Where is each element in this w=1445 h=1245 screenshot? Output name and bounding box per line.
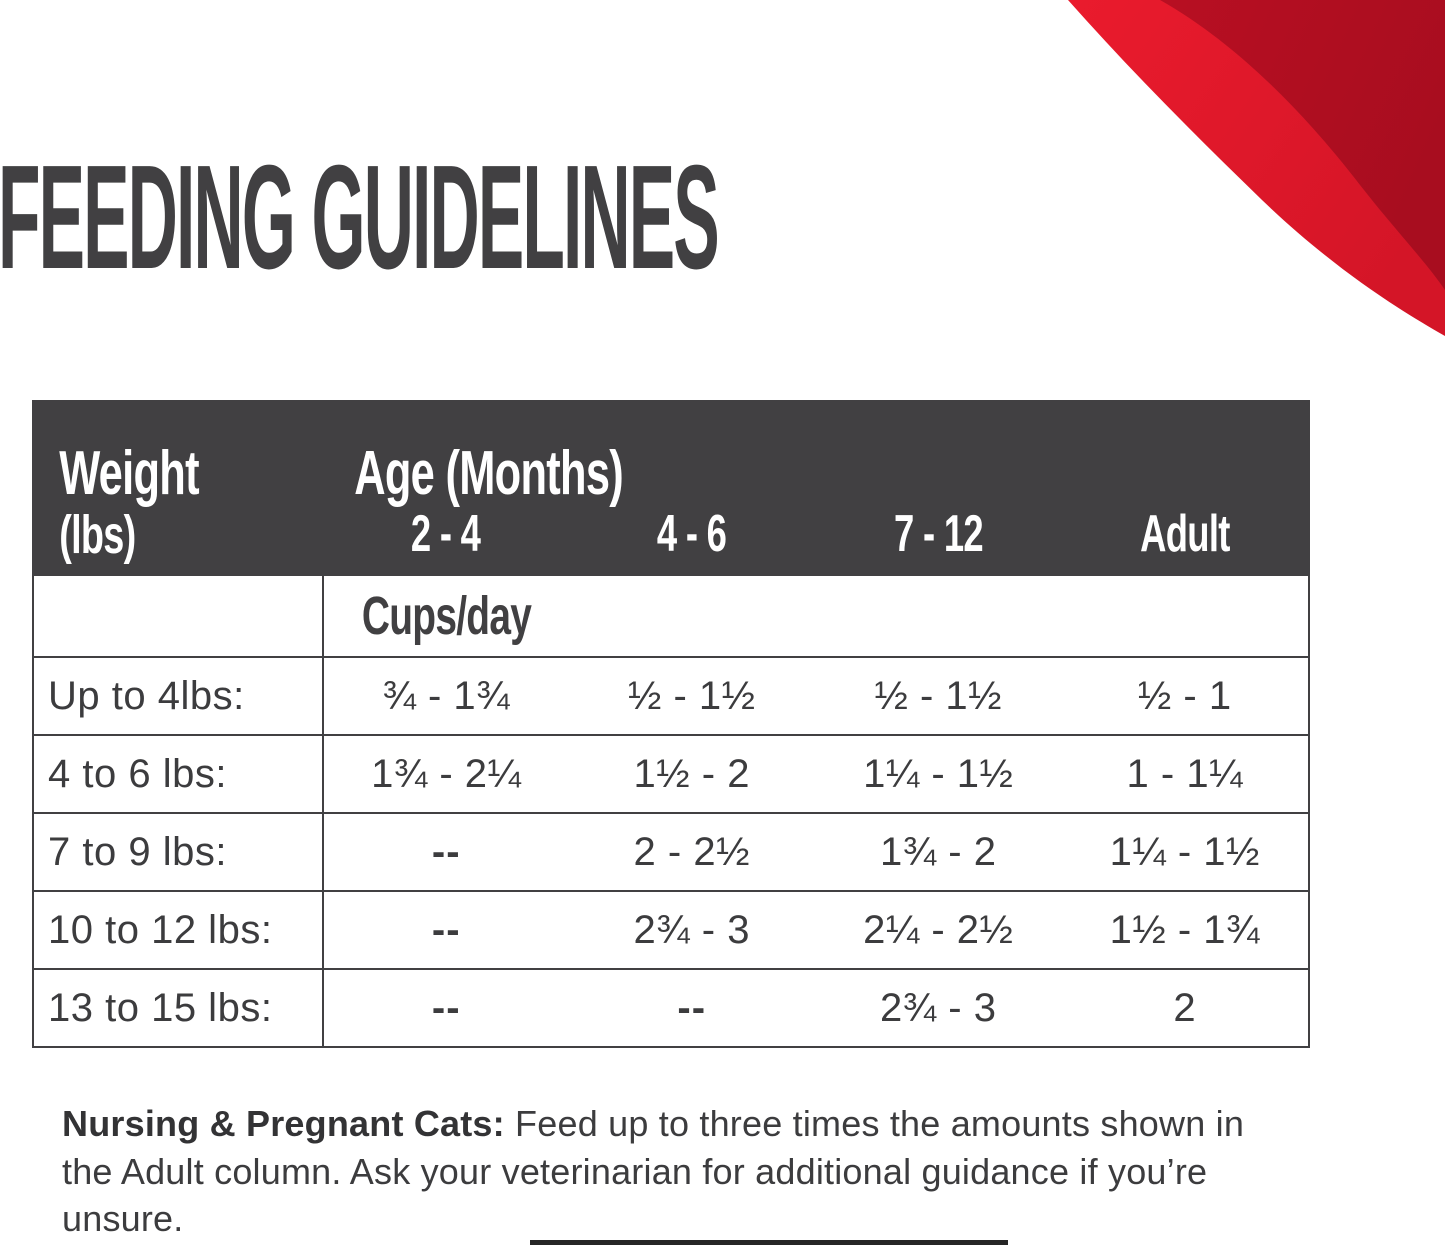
cell-value: -- — [322, 814, 569, 890]
cell-value: 2 - 2½ — [633, 829, 750, 874]
cell-value: 1¾ - 2 — [880, 829, 997, 874]
header-weight-units: (lbs) — [59, 505, 136, 565]
table-row: Up to 4lbs: ¾ - 1¾ ½ - 1½ ½ - 1½ ½ - 1 — [34, 656, 1308, 734]
row-weight-label: 4 to 6 lbs: — [48, 751, 227, 796]
swoosh-dark-layer — [1160, 0, 1445, 290]
units-label: Cups/day — [361, 586, 532, 646]
table-row: 13 to 15 lbs: -- -- 2¾ - 3 2 — [34, 968, 1308, 1046]
cell-value: ½ - 1 — [1137, 673, 1232, 718]
footnote: Nursing & Pregnant Cats: Feed up to thre… — [62, 1100, 1262, 1243]
footnote-body: Feed up to three times the amounts shown… — [62, 1103, 1245, 1240]
swoosh-bright-layer — [1068, 0, 1445, 336]
units-cell: Cups/day — [322, 576, 569, 656]
header-age-adult: Adult — [1140, 505, 1230, 563]
cell-value: 1 - 1¼ — [1126, 751, 1243, 796]
cell-value: 1¾ - 2¼ — [322, 736, 569, 812]
units-row-spacer — [569, 576, 1309, 656]
row-weight-label: Up to 4lbs: — [48, 673, 245, 718]
header-age-4-6: 4 - 6 — [657, 505, 727, 563]
row-weight-label: 7 to 9 lbs: — [48, 829, 227, 874]
feeding-table: Weight Age (Months) (lbs) 2 - 4 4 - 6 7 … — [32, 400, 1310, 1048]
header-age-2-4: 2 - 4 — [410, 505, 481, 563]
cell-value: ½ - 1½ — [874, 673, 1002, 718]
row-weight-label: 10 to 12 lbs: — [48, 907, 273, 952]
bottom-crop-strip — [530, 1240, 1008, 1245]
cell-value: 1½ - 1¾ — [1109, 907, 1260, 952]
page-title: FEEDING GUIDELINES — [0, 135, 720, 300]
cell-value: 2¾ - 3 — [880, 985, 997, 1030]
header-weight: Weight — [59, 439, 199, 509]
cell-value: 2¾ - 3 — [633, 907, 750, 952]
cell-value: 1¼ - 1½ — [1109, 829, 1260, 874]
cell-value: 1¼ - 1½ — [863, 751, 1014, 796]
cell-value: ¾ - 1¾ — [322, 658, 569, 734]
header-age-months: Age (Months) — [354, 439, 624, 509]
table-row: 4 to 6 lbs: 1¾ - 2¼ 1½ - 2 1¼ - 1½ 1 - 1… — [34, 734, 1308, 812]
table-row: 10 to 12 lbs: -- 2¾ - 3 2¼ - 2½ 1½ - 1¾ — [34, 890, 1308, 968]
header-age-7-12: 7 - 12 — [893, 505, 984, 563]
footnote-lead: Nursing & Pregnant Cats: — [62, 1103, 505, 1144]
units-row: Cups/day — [34, 576, 1308, 656]
cell-value: 2 — [1173, 985, 1197, 1030]
table-row: 7 to 9 lbs: -- 2 - 2½ 1¾ - 2 1¼ - 1½ — [34, 812, 1308, 890]
cell-value: 1½ - 2 — [633, 751, 750, 796]
cell-value: ½ - 1½ — [627, 673, 756, 718]
cell-value: -- — [677, 985, 707, 1030]
table-header: Weight Age (Months) (lbs) 2 - 4 4 - 6 7 … — [34, 402, 1308, 576]
row-weight-label: 13 to 15 lbs: — [48, 985, 273, 1030]
cell-value: -- — [322, 892, 569, 968]
cell-value: 2¼ - 2½ — [863, 907, 1014, 952]
cell-value: -- — [322, 970, 569, 1046]
